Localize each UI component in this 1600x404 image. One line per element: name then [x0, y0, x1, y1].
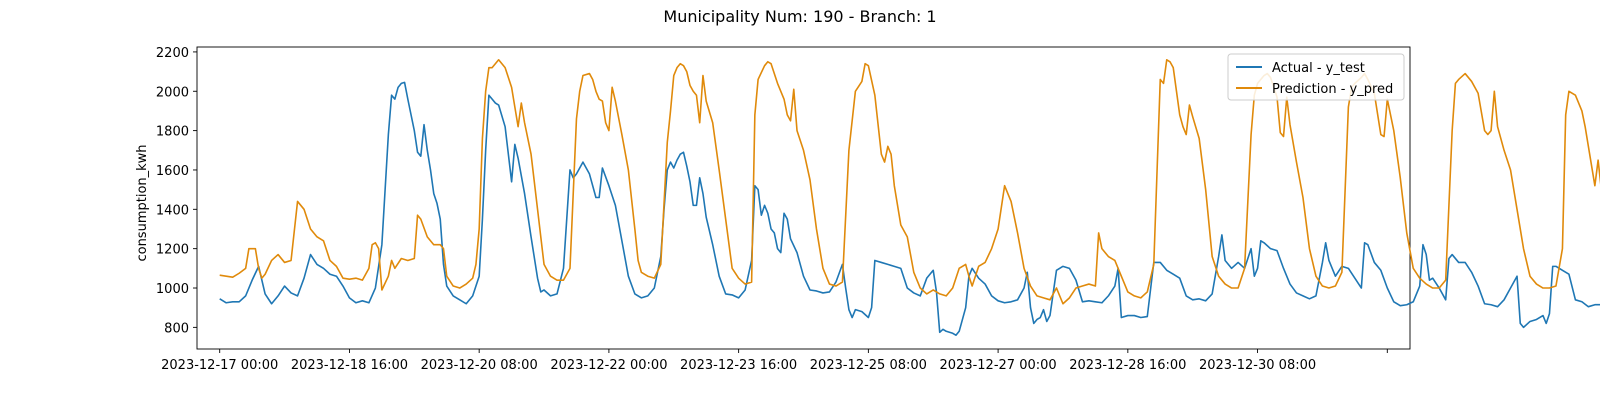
y-tick-label: 2200	[156, 46, 189, 61]
series-line-prediction	[219, 58, 1600, 305]
y-tick-label: 1400	[156, 203, 189, 218]
y-tick-label: 1200	[156, 243, 189, 258]
series-layer	[219, 58, 1600, 337]
x-axis: 2023-12-17 00:00 2023-12-18 16:00 2023-12-…	[161, 349, 1388, 373]
y-axis-label: consumption_kwh	[135, 144, 150, 261]
y-axis: 800 1000 1200 1400 1600 1800 2000 2200	[156, 46, 197, 336]
x-tick-label: 2023-12-20 08:00	[421, 358, 538, 373]
legend-box	[1227, 53, 1405, 101]
plot-area	[196, 46, 1411, 350]
legend-label-actual: Actual - y_test	[1272, 61, 1365, 76]
x-tick-label: 2023-12-30 08:00	[1199, 358, 1316, 373]
y-tick-label: 1000	[156, 282, 189, 297]
y-tick-label: 1600	[156, 164, 189, 179]
y-tick-label: 800	[164, 321, 189, 336]
chart-title: Municipality Num: 190 - Branch: 1	[663, 7, 936, 26]
legend: Actual - y_test Prediction - y_pred	[1227, 53, 1405, 101]
x-tick-label: 2023-12-27 00:00	[940, 358, 1057, 373]
x-tick-label: 2023-12-25 08:00	[810, 358, 927, 373]
x-tick-label: 2023-12-18 16:00	[291, 358, 408, 373]
x-tick-label: 2023-12-23 16:00	[680, 358, 797, 373]
y-tick-label: 1800	[156, 125, 189, 140]
x-tick-label: 2023-12-22 00:00	[550, 358, 667, 373]
x-tick-label: 2023-12-28 16:00	[1069, 358, 1186, 373]
series-line-actual	[219, 81, 1600, 337]
plot-frame	[196, 46, 1411, 350]
y-tick-label: 2000	[156, 85, 189, 100]
x-tick-label: 2023-12-17 00:00	[161, 358, 278, 373]
legend-label-prediction: Prediction - y_pred	[1272, 82, 1393, 97]
